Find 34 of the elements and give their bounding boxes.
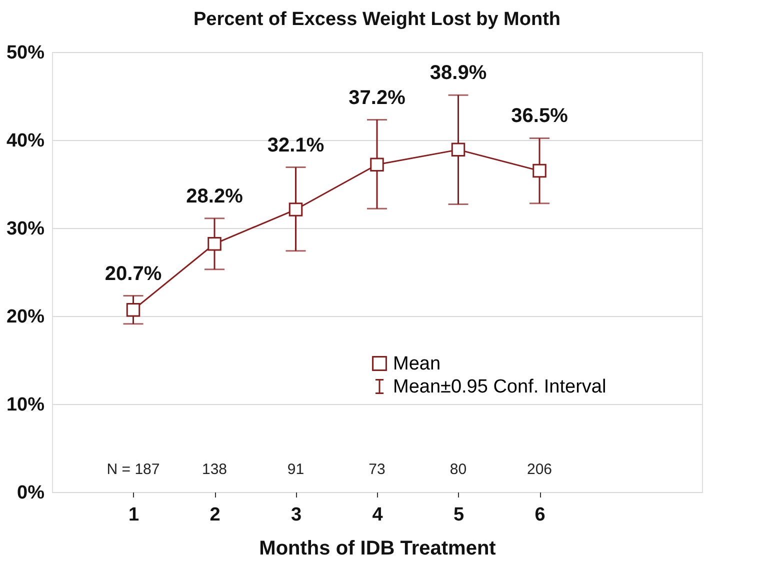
annotation: 91 bbox=[287, 461, 304, 478]
y-tick-label: 20% bbox=[6, 306, 45, 328]
annotation: N = 187 bbox=[106, 461, 160, 478]
chart-title: Percent of Excess Weight Lost by Month bbox=[193, 9, 561, 30]
annotation: 80 bbox=[450, 461, 467, 478]
x-axis-title: Months of IDB Treatment bbox=[259, 538, 496, 560]
point bbox=[370, 158, 384, 172]
y-tick-label: 30% bbox=[6, 218, 45, 240]
x-tick-label: 5 bbox=[453, 504, 464, 526]
y-tick-label: 10% bbox=[6, 394, 45, 416]
data-label: 38.9% bbox=[430, 62, 487, 84]
annotation: 206 bbox=[526, 461, 552, 478]
data-label: 36.5% bbox=[511, 105, 568, 128]
annotation: 138 bbox=[202, 461, 228, 478]
y-tick-label: 0% bbox=[17, 482, 45, 504]
x-tick-label: 2 bbox=[210, 504, 220, 526]
data-label: 37.2% bbox=[348, 86, 406, 109]
x-tick-label: 4 bbox=[372, 504, 384, 526]
x-tick-label: 3 bbox=[290, 504, 302, 526]
data-label: 28.2% bbox=[186, 185, 244, 208]
point bbox=[532, 164, 546, 178]
point bbox=[126, 302, 140, 317]
point bbox=[288, 202, 303, 216]
data-label: 32.1% bbox=[267, 134, 324, 156]
y-tick-label: 50% bbox=[6, 42, 45, 64]
data-label: 20.7% bbox=[104, 262, 162, 285]
x-tick-label: 1 bbox=[128, 504, 140, 526]
point bbox=[208, 236, 222, 251]
legend-label: Mean bbox=[393, 354, 441, 374]
point bbox=[451, 142, 466, 157]
annotation: Mean±0.95 Conf. Interval bbox=[393, 376, 606, 398]
annotation: 73 bbox=[368, 461, 386, 478]
x-tick-label: 6 bbox=[534, 504, 546, 526]
y-tick-label: 40% bbox=[6, 130, 45, 152]
